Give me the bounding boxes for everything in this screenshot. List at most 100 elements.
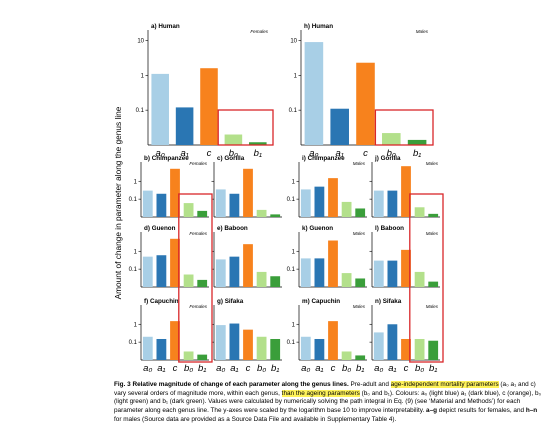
bar-n-b0 [414, 338, 425, 360]
x-tick-label-m-b0: b₀ [342, 363, 351, 374]
x-tick-label-h-c: c [363, 148, 368, 159]
x-tick-label-h-a1: a₁ [336, 148, 344, 159]
bar-l-a1 [387, 260, 398, 287]
bar-g-a0 [215, 325, 226, 360]
bar-g-c [243, 329, 253, 360]
panel-f-y-tick-label: 0.1 [129, 340, 138, 346]
bar-h-a1 [330, 108, 349, 145]
panel-i-title: i) Chimpanzee [302, 155, 345, 162]
x-tick-label-a-b0: b₀ [229, 148, 238, 159]
panel-a-title: a) Human [151, 23, 180, 30]
bar-m-b1 [355, 355, 366, 360]
highlight-box-b-f [178, 193, 213, 363]
x-tick-label-m-a0: a₀ [301, 363, 310, 374]
bar-l-b1 [428, 281, 439, 287]
panel-l-title: l) Baboon [375, 225, 404, 232]
bar-b-a1 [156, 193, 167, 217]
caption-text-2: (a₀ a₁ and c) vary several orders of mag… [114, 381, 536, 397]
panel-e-title: e) Baboon [217, 225, 248, 232]
x-tick-label-n-b1: b₁ [429, 363, 437, 374]
bar-c-b0 [256, 209, 267, 217]
x-tick-label-g-b0: b₀ [257, 363, 266, 374]
caption-text-1: Pre-adult and [348, 381, 391, 388]
panel-b-y-tick-label: 1 [134, 179, 138, 185]
bar-j-a1 [387, 190, 398, 217]
bar-f-b1 [197, 354, 208, 360]
bar-a-c [200, 68, 218, 145]
bar-d-b0 [183, 274, 194, 287]
panel-f-title: f) Capuchin [144, 298, 179, 305]
bar-k-a1 [314, 258, 325, 287]
panel-h-y-tick-label: 10 [290, 38, 297, 44]
bar-d-a0 [142, 256, 153, 287]
panel-j-title: j) Gorilla [374, 155, 401, 162]
highlight-box-j-n [409, 193, 444, 363]
bar-i-a1 [314, 186, 325, 217]
panel-d-y-tick-label: 0.1 [129, 267, 138, 273]
bar-j-c [401, 166, 411, 217]
highlight-box-h [374, 109, 434, 146]
bar-c-a0 [215, 189, 226, 217]
panel-m-y-tick-label: 1 [292, 322, 296, 328]
x-tick-label-g-a1: a₁ [230, 363, 238, 374]
bar-f-a0 [142, 336, 153, 360]
panel-d-y-tick-label: 1 [134, 249, 138, 255]
x-tick-label-a-b1: b₁ [254, 148, 262, 159]
bar-b-b0 [183, 203, 194, 217]
bar-g-b1 [270, 338, 281, 360]
panel-c-title: c) Gorilla [217, 155, 245, 162]
bar-l-c [401, 249, 411, 287]
bar-b-c [170, 168, 180, 217]
panel-m-title: m) Capuchin [302, 298, 340, 305]
x-tick-label-f-c: c [173, 363, 178, 374]
bar-e-a1 [229, 256, 240, 287]
bar-c-b1 [270, 214, 281, 217]
bar-n-a1 [387, 324, 398, 360]
x-tick-label-a-a1: a₁ [180, 148, 188, 159]
bar-k-b1 [355, 278, 366, 287]
x-tick-label-h-b0: b₀ [387, 148, 396, 159]
bar-i-a0 [300, 189, 311, 217]
x-tick-label-f-b1: b₁ [198, 363, 206, 374]
x-tick-label-n-a1: a₁ [388, 363, 396, 374]
bar-e-a0 [215, 259, 226, 287]
panel-g-title: g) Sifaka [217, 298, 244, 305]
panel-f-sex-label: Females [189, 304, 207, 309]
bar-k-c [328, 240, 338, 287]
bar-n-a0 [373, 332, 384, 360]
panel-h-y-tick-label: 1 [294, 73, 298, 79]
y-axis-label: Amount of change in parameter along the … [113, 106, 123, 299]
x-tick-label-g-b1: b₁ [271, 363, 279, 374]
caption-text-5: for males (Source data are provided as a… [114, 415, 397, 423]
bar-m-a1 [314, 338, 325, 360]
bar-f-c [170, 321, 180, 360]
bar-h-c [356, 62, 375, 145]
bar-n-b1 [428, 340, 439, 360]
x-tick-label-n-c: c [404, 363, 409, 374]
panel-i-sex-label: Males [353, 161, 366, 166]
bar-i-c [328, 178, 338, 217]
panel-a-y-tick-label: 10 [137, 38, 144, 44]
bar-n-c [401, 338, 411, 360]
bar-m-c [328, 321, 338, 360]
bar-h-b0 [382, 133, 401, 145]
caption-text-4: depict results for females, and [437, 407, 526, 415]
panel-i-y-tick-label: 0.1 [287, 197, 296, 203]
panel-b-y-tick-label: 0.1 [129, 197, 138, 203]
panel-l-sex-label: Males [426, 231, 439, 236]
caption-highlight-1: age-independent mortality parameters [390, 381, 499, 388]
bar-m-a0 [300, 336, 311, 360]
bar-c-c [243, 168, 253, 217]
bar-d-c [170, 238, 180, 287]
panel-f-y-tick-label: 1 [134, 322, 138, 328]
bar-e-c [243, 244, 253, 287]
caption-bold-male-range: h–n [525, 407, 538, 415]
x-tick-label-h-b1: b₁ [413, 148, 421, 159]
x-tick-label-f-a1: a₁ [157, 363, 165, 374]
bar-h-b1 [407, 139, 427, 145]
panel-h-title: h) Human [304, 23, 333, 30]
bar-e-b1 [270, 276, 281, 287]
x-tick-label-g-a0: a₀ [216, 363, 225, 374]
bar-e-b0 [256, 271, 267, 287]
